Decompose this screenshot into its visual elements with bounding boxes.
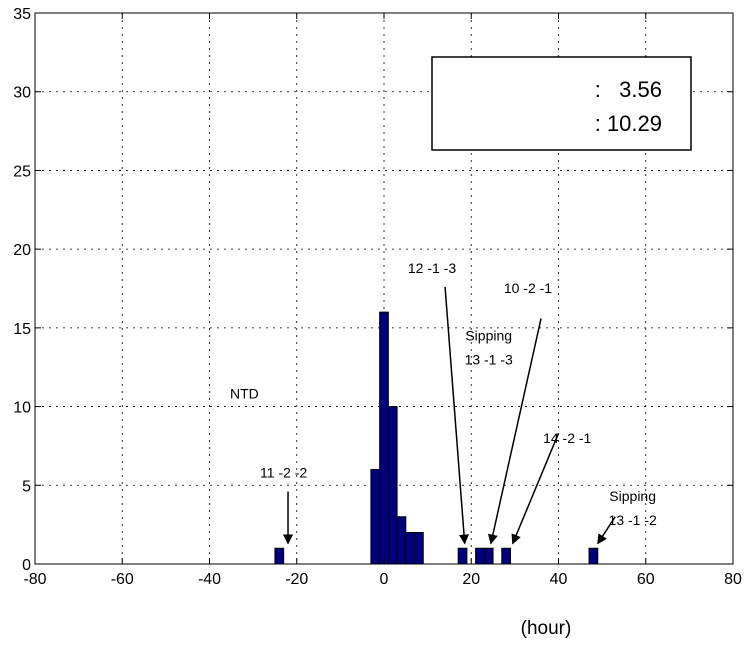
annotation-arrow bbox=[597, 516, 616, 545]
y-tick-label: 5 bbox=[22, 478, 31, 495]
x-tick-labels: -80 -60 -40 -20 0 20 40 60 80 bbox=[23, 571, 742, 588]
annotation-arrow bbox=[487, 318, 542, 545]
annotation-arrow bbox=[511, 433, 560, 545]
annotation-arrow bbox=[444, 286, 470, 545]
histogram-bar bbox=[379, 311, 389, 565]
x-tick-label: -80 bbox=[23, 571, 46, 588]
x-tick-label: -40 bbox=[198, 571, 221, 588]
stats-box-frame bbox=[431, 56, 692, 151]
stats-line-1: : 3.56 bbox=[595, 77, 662, 102]
annotation-label: 12 -1 -3 bbox=[408, 260, 456, 276]
annotation: 12 -1 -3 bbox=[408, 260, 470, 545]
histogram-bar bbox=[387, 406, 398, 565]
histogram-bar bbox=[588, 547, 599, 565]
annotation-label: 13 -1 -3 bbox=[465, 351, 513, 367]
y-tick-label: 15 bbox=[13, 321, 31, 338]
y-tick-label: 25 bbox=[13, 163, 31, 180]
annotation-label: 13 -1 -2 bbox=[609, 512, 657, 528]
x-tick-label: 80 bbox=[724, 571, 742, 588]
histogram-bar bbox=[475, 547, 485, 565]
x-tick-label: -20 bbox=[285, 571, 308, 588]
axis-ticks bbox=[34, 12, 734, 565]
x-tick-label: 40 bbox=[550, 571, 568, 588]
histogram-bar bbox=[370, 469, 381, 565]
histogram-bar bbox=[501, 547, 512, 565]
y-tick-label: 0 bbox=[22, 557, 31, 574]
stats-box: : 3.56 : 10.29 bbox=[431, 56, 692, 151]
y-tick-label: 30 bbox=[13, 85, 31, 102]
x-tick-label: 20 bbox=[462, 571, 480, 588]
y-tick-label: 35 bbox=[13, 6, 31, 23]
stats-line-2: : 10.29 bbox=[595, 111, 662, 136]
y-tick-labels: 0 5 10 15 20 25 30 35 bbox=[13, 6, 31, 574]
x-axis-label: (hour) bbox=[521, 618, 572, 639]
x-tick-label: 0 bbox=[380, 571, 389, 588]
annotation-label: 11 -2 -2 bbox=[260, 464, 307, 480]
histogram-bar bbox=[483, 547, 494, 565]
annotation-label: Sipping bbox=[465, 327, 512, 343]
annotation: Sipping 13 -1 -3 bbox=[465, 327, 513, 367]
y-tick-label: 10 bbox=[13, 400, 31, 417]
annotation-label: NTD bbox=[230, 386, 259, 402]
annotations: NTD 11 -2 -2 12 -1 -3 Sipping 13 -1 -3 10 -2 … bbox=[230, 260, 657, 545]
histogram-bar bbox=[414, 532, 424, 565]
x-tick-label: 60 bbox=[637, 571, 655, 588]
histogram-bar bbox=[457, 547, 468, 565]
annotation-label: Sipping bbox=[609, 488, 656, 504]
annotation: NTD bbox=[230, 386, 259, 402]
annotation-label: 10 -2 -1 bbox=[504, 280, 552, 296]
annotation: Sipping 13 -1 -2 bbox=[597, 488, 657, 545]
annotation-label: 14 -2 -1 bbox=[543, 430, 591, 446]
histogram-bar bbox=[274, 547, 285, 565]
x-tick-label: -60 bbox=[111, 571, 134, 588]
histogram-bar bbox=[405, 532, 416, 565]
y-tick-label: 20 bbox=[13, 242, 31, 259]
annotation: 11 -2 -2 bbox=[260, 464, 307, 545]
histogram-bar bbox=[396, 516, 407, 565]
annotation: 10 -2 -1 bbox=[487, 280, 552, 545]
annotation: 14 -2 -1 bbox=[511, 430, 592, 545]
